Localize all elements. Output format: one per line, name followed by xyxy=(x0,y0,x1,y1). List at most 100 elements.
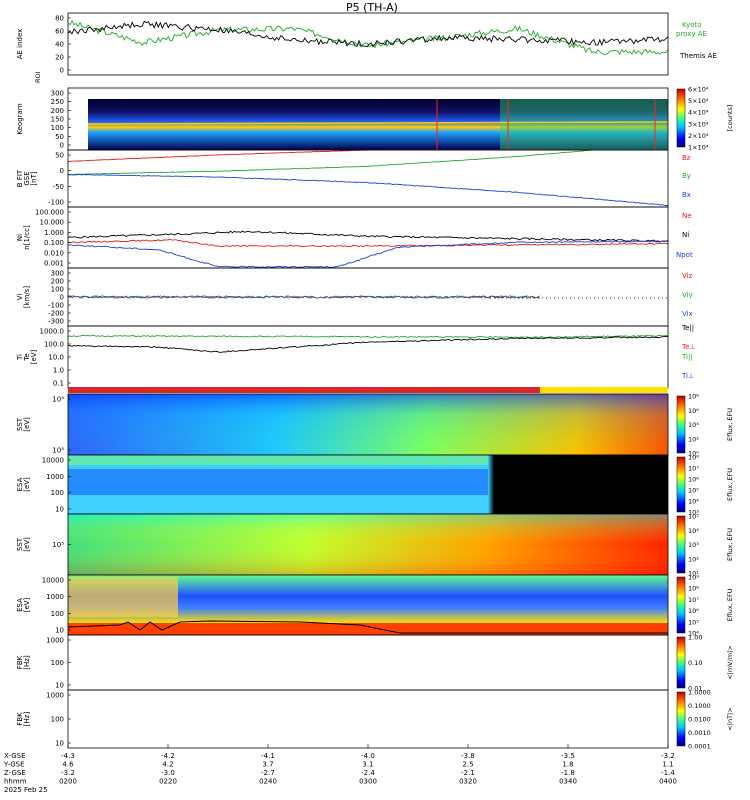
panel-fbk_b: 1.0000 0.1000 0.0100 0.0010 0.0001 <|nT|> 1000… xyxy=(16,689,734,751)
y-tick-label: -200 xyxy=(48,310,64,318)
colorbar-tick-label: 0.0001 xyxy=(688,743,711,751)
y-tick-label: 100 xyxy=(51,124,64,132)
y-tick-label: 10000 xyxy=(42,577,64,585)
y-tick-label: 1000 xyxy=(46,593,64,601)
x-tick-label: 0340 xyxy=(559,778,577,786)
y-tick-label: 0.1 xyxy=(53,380,64,388)
colorbar-title: Eflux, EFU xyxy=(726,588,734,621)
x-tick-label: 0400 xyxy=(659,778,677,786)
x-tick-label: -3.0 xyxy=(161,769,175,777)
y-tick-label: 300 xyxy=(51,270,64,278)
colorbar-tick-label: 10³ xyxy=(688,509,699,517)
y-tick-label: 0.100 xyxy=(44,239,64,247)
spectrogram-band xyxy=(68,455,488,465)
y-axis-title-bfield: B FIT GSE [nT] xyxy=(16,169,38,187)
x-tick-label: -2.4 xyxy=(361,769,375,777)
colorbar-tick-label: 0.01 xyxy=(688,685,702,693)
colorbar xyxy=(676,395,686,454)
colorbar-tick-label: 10⁶ xyxy=(688,407,699,415)
x-tick-label: -4.3 xyxy=(61,752,75,760)
y-tick-label: 200 xyxy=(51,278,64,286)
y-axis-title-temp: Ti Te [eV] xyxy=(16,349,38,364)
spectrogram-overlay xyxy=(68,514,668,575)
legend-entry: Vix xyxy=(682,310,693,318)
y-tick-label: -100 xyxy=(48,199,64,207)
series-line-kyoto-proxy-ae xyxy=(67,19,669,56)
y-tick-label: 100.000 xyxy=(35,209,64,217)
panel-density: Ne Ni Npot 100.000 10.000 1.000 0.100 0.010 0.00… xyxy=(16,209,693,268)
y-axis-title-esa_i: ESA [eV] xyxy=(16,477,31,492)
colorbar-tick-label: 1×10⁴ xyxy=(688,144,709,152)
legend-entry: Ti|| xyxy=(681,353,693,361)
legend-entry: Viz xyxy=(682,272,693,280)
y-tick-label: 20 xyxy=(55,54,64,62)
colorbar-tick-label: 2×10⁴ xyxy=(688,132,709,140)
roi-label: ROI xyxy=(34,71,42,83)
y-tick-label: 0.010 xyxy=(44,249,64,257)
y-axis-title-esa_e: ESA [eV] xyxy=(16,597,31,612)
y-axis-title-fbk_b: FBK [Hz] xyxy=(16,712,31,727)
y-axis-title-line: n[1/cc] xyxy=(23,225,31,250)
colorbar-tick-label: 5×10⁴ xyxy=(688,97,709,105)
x-axis-row-label: hhmm xyxy=(4,778,27,786)
y-axis-title-density: Ni n[1/cc] xyxy=(16,225,31,250)
y-tick-label: 300 xyxy=(51,90,64,98)
x-tick-label: -2.1 xyxy=(461,769,475,777)
y-tick-label: 100 xyxy=(51,610,64,618)
x-tick-label: 4.2 xyxy=(162,761,173,769)
x-axis-row-label: X-GSE xyxy=(4,752,26,760)
colorbar-tick-label: 10⁸ xyxy=(688,454,699,462)
y-axis-title-line: B FIT xyxy=(16,169,24,187)
y-axis-title-line: SST xyxy=(16,537,24,551)
colorbar xyxy=(676,636,686,689)
y-axis-title-line: [Hz] xyxy=(23,655,31,670)
colorbar-title: <|nT|> xyxy=(726,707,734,730)
y-tick-label: 50 xyxy=(55,152,64,160)
y-tick-label: 10⁵ xyxy=(52,447,64,455)
x-tick-label: -4.2 xyxy=(161,752,175,760)
y-axis-title-line: [eV] xyxy=(23,597,31,612)
colorbar xyxy=(676,515,686,574)
x-tick-label: 0320 xyxy=(459,778,477,786)
colorbar-title: Eflux, EFU xyxy=(726,528,734,561)
series-line-ne xyxy=(67,239,668,248)
colorbar-tick-label: 10⁴ xyxy=(688,630,699,638)
y-tick-label: 100 xyxy=(51,286,64,294)
y-tick-label: 0.001 xyxy=(44,260,64,268)
y-axis-title-line: Vi xyxy=(16,294,24,301)
y-tick-label: 1000 xyxy=(46,692,64,700)
y-tick-label: 10.0 xyxy=(48,354,64,362)
y-tick-label: 1000.0 xyxy=(40,328,65,336)
status-bar-yellow xyxy=(540,387,668,393)
spectrogram-band xyxy=(68,469,488,495)
x-tick-label: 2.5 xyxy=(462,761,473,769)
y-tick-label: 250 xyxy=(51,98,64,106)
keogram-arc xyxy=(87,121,669,125)
colorbar-tick-label: 6×10⁴ xyxy=(688,86,709,94)
x-tick-label: 0200 xyxy=(59,778,77,786)
y-axis-title-sst_i: SST [eV] xyxy=(16,417,31,432)
colorbar-tick-label: 10¹ xyxy=(688,570,699,578)
legend-entry: By xyxy=(682,172,691,180)
y-axis-title-keogram: Keogram xyxy=(16,103,24,134)
x-axis-row-label: Z-GSE xyxy=(4,769,26,777)
y-tick-label: 150 xyxy=(51,116,64,124)
x-tick-label: -1.8 xyxy=(561,769,575,777)
colorbar xyxy=(676,88,686,148)
x-tick-label: 3.7 xyxy=(262,761,273,769)
y-axis-title-line: [eV] xyxy=(23,537,31,552)
panel-bfield: Bz By Bx 50 0 -50 -100 B FIT GSE [nT] xyxy=(16,149,691,207)
y-tick-label: 1000 xyxy=(46,473,64,481)
legend-entry: Viy xyxy=(682,291,693,299)
y-tick-label: 1.000 xyxy=(44,229,64,237)
series-line-vx xyxy=(67,295,540,299)
series-line-ti xyxy=(67,334,669,339)
panel-frame xyxy=(67,206,669,269)
legend-entry: Ni xyxy=(682,231,689,239)
y-axis-title-line: [eV] xyxy=(23,417,31,432)
colorbar-tick-label: 10⁴ xyxy=(688,527,699,535)
x-tick-label: 4.6 xyxy=(62,761,74,769)
